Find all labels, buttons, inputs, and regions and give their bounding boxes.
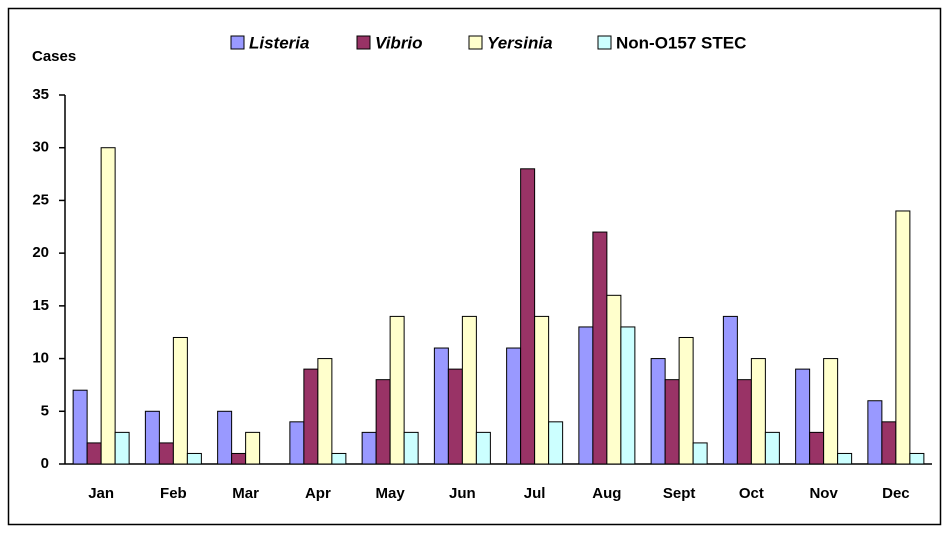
bar [375, 379, 391, 465]
bar [895, 210, 911, 465]
bar [361, 431, 377, 465]
bar [520, 168, 536, 465]
bar [837, 452, 853, 465]
y-tick-label: 25 [32, 191, 49, 208]
bar [231, 452, 247, 465]
bar [823, 358, 839, 465]
bar [461, 315, 477, 465]
y-tick-label: 30 [32, 139, 49, 156]
x-tick-label: Mar [232, 485, 259, 502]
bar [534, 315, 550, 465]
x-tick-label: Sept [663, 485, 696, 502]
bar [809, 431, 825, 465]
bar [506, 347, 522, 465]
x-tick-label: Apr [305, 485, 331, 502]
bar [144, 410, 160, 465]
legend-swatch [597, 35, 612, 50]
bar [764, 431, 780, 465]
bar [172, 336, 188, 465]
legend-label: Vibrio [375, 33, 423, 52]
x-tick-label: Feb [160, 485, 187, 502]
legend-label: Yersinia [487, 33, 553, 52]
y-tick-label: 15 [32, 297, 49, 314]
bar [289, 421, 305, 465]
bar [303, 368, 319, 465]
x-tick-label: Dec [882, 485, 910, 502]
y-tick-label: 20 [32, 244, 49, 261]
x-tick-label: Jun [449, 485, 476, 502]
x-tick-label: Nov [809, 485, 838, 502]
bar [909, 452, 925, 465]
legend-swatch [356, 35, 371, 50]
bar [114, 431, 130, 465]
y-tick-label: 5 [41, 402, 49, 419]
bar [881, 421, 897, 465]
x-tick-label: Aug [592, 485, 621, 502]
x-tick-label: May [376, 485, 406, 502]
bar [389, 315, 405, 465]
bar [475, 431, 491, 465]
bar [867, 400, 883, 465]
bar [100, 147, 116, 465]
bar [578, 326, 594, 465]
bar [620, 326, 636, 465]
x-tick-label: Jul [524, 485, 546, 502]
bar [86, 442, 102, 465]
bar [317, 358, 333, 465]
y-axis-label: Cases [32, 48, 76, 65]
x-tick-label: Oct [739, 485, 764, 502]
bar [447, 368, 463, 465]
y-tick-label: 0 [41, 455, 49, 472]
bar [72, 389, 88, 465]
legend-label: Non-O157 STEC [616, 33, 746, 52]
bar [592, 231, 608, 465]
bar [750, 358, 766, 465]
y-tick-label: 35 [32, 86, 49, 103]
legend-swatch [230, 35, 245, 50]
bar [650, 358, 666, 465]
bar [433, 347, 449, 465]
y-tick-label: 10 [32, 350, 49, 367]
bar [217, 410, 233, 465]
bar [606, 294, 622, 465]
bar [331, 452, 347, 465]
bar [736, 379, 752, 465]
bar [403, 431, 419, 465]
bar [678, 336, 694, 465]
bar [186, 452, 202, 465]
bar [722, 315, 738, 465]
legend-swatch [468, 35, 483, 50]
bar [548, 421, 564, 465]
bar [664, 379, 680, 465]
bar [692, 442, 708, 465]
bar [245, 431, 261, 465]
legend-label: Listeria [249, 33, 309, 52]
bar [158, 442, 174, 465]
x-tick-label: Jan [88, 485, 114, 502]
bar [795, 368, 811, 465]
